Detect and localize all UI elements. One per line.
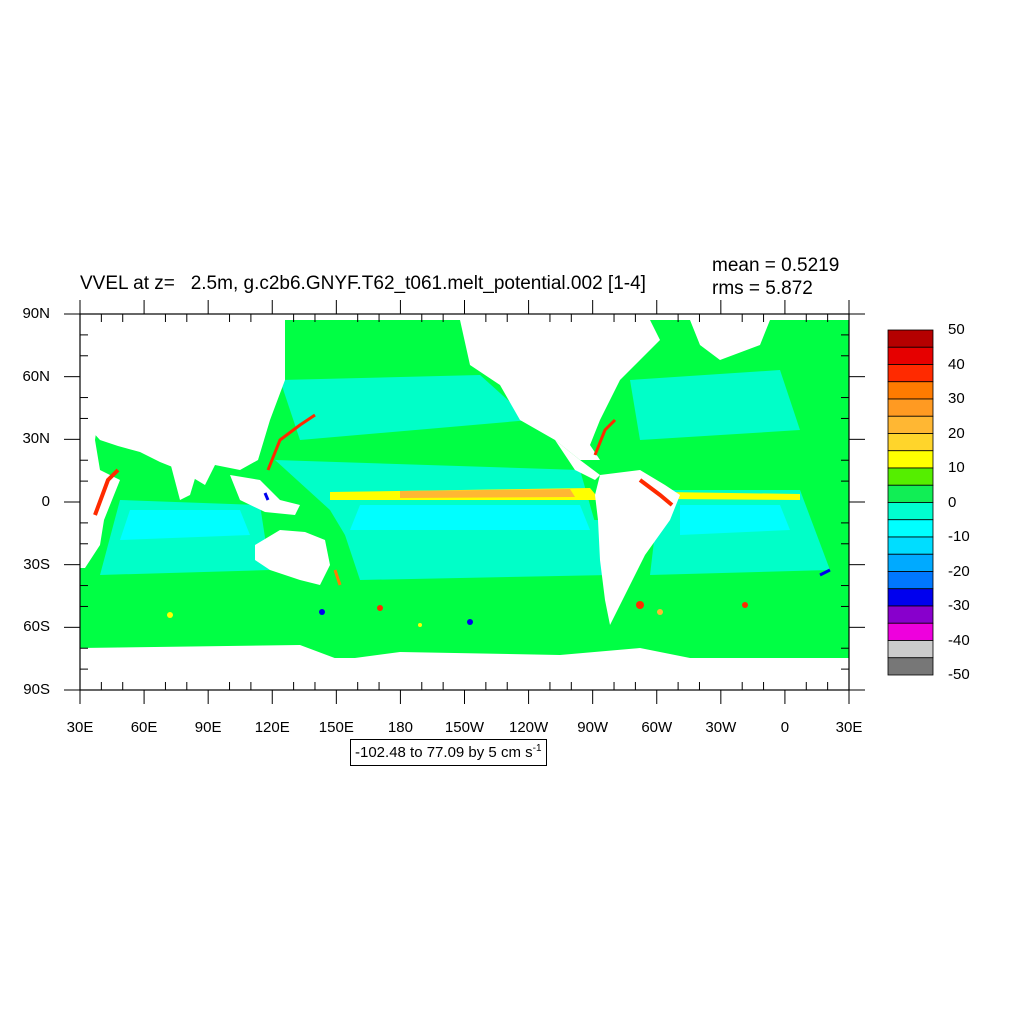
colorbar-swatch	[887, 415, 934, 434]
colorbar-swatch	[887, 364, 934, 383]
colorbar-swatch	[887, 536, 934, 555]
colorbar-swatch	[887, 571, 934, 590]
y-tick-label: 60S	[23, 618, 50, 636]
x-tick-label: 150W	[444, 719, 485, 736]
x-tick-label: 0	[780, 719, 790, 736]
y-tick-label: 0	[41, 493, 50, 510]
colorbar-label: -40	[948, 631, 970, 649]
colorbar-swatch	[887, 450, 934, 469]
colorbar-swatch	[887, 657, 934, 676]
colorbar-swatch	[887, 484, 934, 503]
atlantic-yellow-band	[665, 492, 800, 500]
y-tick-label: 30N	[22, 430, 50, 448]
colorbar-swatch	[887, 398, 934, 417]
x-tick-label: 30W	[705, 719, 737, 736]
colorbar-swatch	[887, 605, 934, 624]
x-tick-label: 60W	[641, 719, 673, 736]
colorbar-swatch	[887, 640, 934, 659]
y-tick-label: 60N	[22, 367, 50, 385]
stat-rms: rms = 5.872	[712, 278, 813, 299]
colorbar-label: -10	[948, 528, 970, 545]
equatorial-cyan-atlantic	[680, 505, 790, 535]
x-tick-label: 90E	[194, 719, 222, 736]
plot-title: VVEL at z= 2.5m, g.c2b6.GNYF.T62_t061.me…	[80, 273, 646, 294]
colorbar-label: -20	[948, 562, 970, 580]
x-tick-label: 60E	[130, 719, 158, 736]
colorbar-swatch	[887, 553, 934, 572]
y-tick-label: 90N	[22, 305, 50, 322]
equatorial-cyan-indian	[120, 510, 250, 540]
land	[80, 314, 849, 690]
colorbar-label: 30	[948, 390, 965, 407]
x-tick-label: 120E	[254, 719, 290, 736]
map-field	[80, 314, 849, 690]
colorbar-label: 20	[948, 424, 965, 442]
colorbar-swatch	[887, 467, 934, 486]
x-tick-label: 120W	[508, 719, 549, 736]
colorbar-swatch	[887, 588, 934, 607]
y-tick-label: 90S	[23, 681, 50, 698]
stat-mean: mean = 0.5219	[712, 255, 840, 276]
equatorial-orange-band	[400, 489, 575, 498]
colorbar-label: -50	[948, 666, 970, 683]
x-tick-label: 180	[387, 719, 413, 736]
atlantic-band	[650, 490, 830, 575]
contour-info-unit-exponent: -1	[532, 743, 542, 754]
colorbar-swatch	[887, 519, 934, 538]
colorbar-swatch	[887, 502, 934, 521]
north-atlantic-band	[630, 370, 800, 440]
equatorial-cyan-pacific	[350, 505, 590, 530]
colorbar-swatch	[887, 346, 934, 365]
boundary-currents	[93, 413, 831, 627]
colorbar-label: 10	[948, 459, 965, 476]
colorbar-swatch	[887, 433, 934, 452]
x-tick-label: 30E	[66, 719, 94, 736]
colorbar-swatch	[887, 329, 934, 348]
south-pacific-band	[340, 520, 610, 580]
colorbar-swatch	[887, 381, 934, 400]
contour-info-text: -102.48 to 77.09 by 5 cm s	[355, 744, 533, 761]
colorbar-swatch	[887, 622, 934, 641]
colorbar	[887, 329, 934, 676]
x-tick-label: 30E	[835, 719, 863, 736]
y-tick-label: 30S	[23, 555, 50, 573]
colorbar-label: 0	[948, 493, 957, 511]
contour-info-box: -102.48 to 77.09 by 5 cm s-1	[350, 739, 547, 766]
colorbar-label: 40	[948, 355, 965, 373]
x-tick-label: 90W	[577, 719, 609, 736]
axis-ticks	[64, 300, 865, 704]
colorbar-label: 50	[948, 321, 965, 338]
x-tick-label: 150E	[318, 719, 354, 736]
north-pacific-band	[280, 375, 530, 440]
colorbar-label: -30	[948, 597, 970, 614]
